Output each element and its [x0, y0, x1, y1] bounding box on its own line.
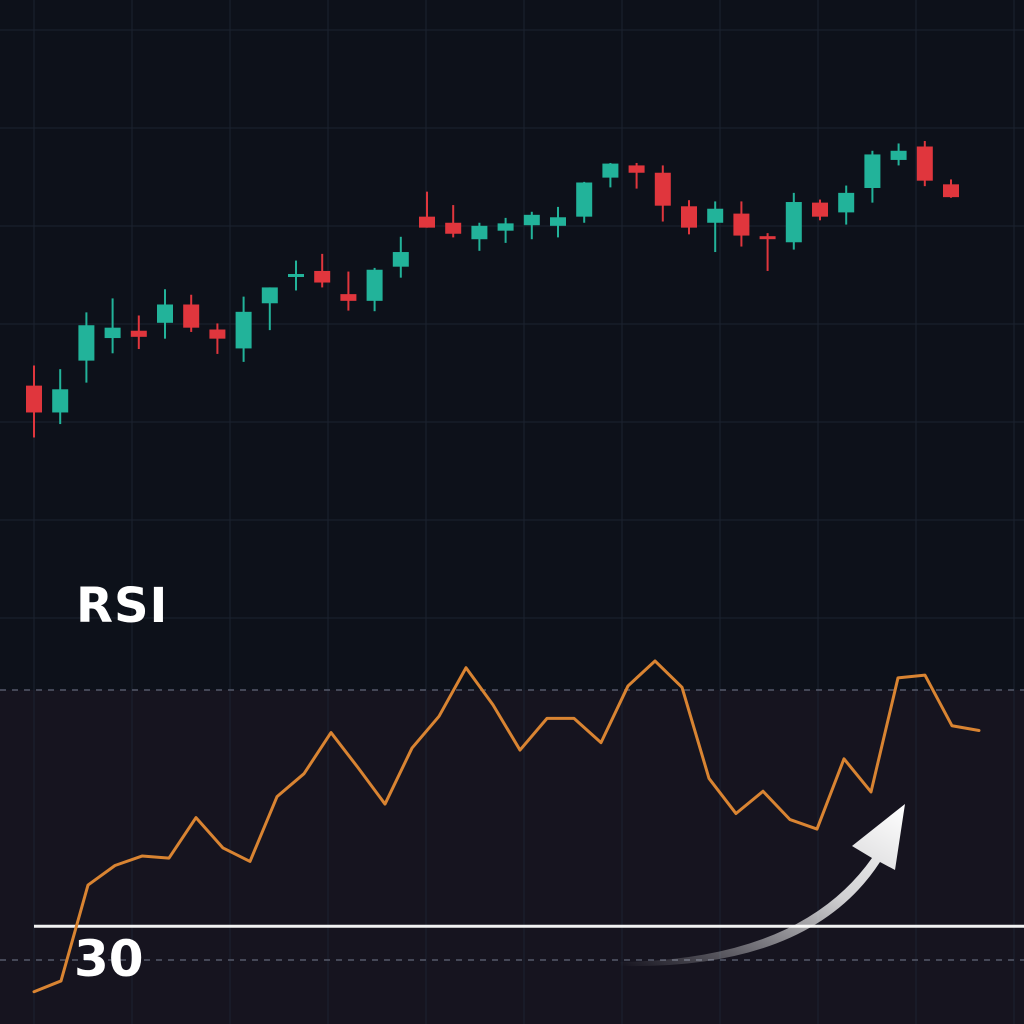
- candle-body: [602, 163, 619, 178]
- candle-body: [576, 182, 593, 217]
- candle-body: [340, 294, 357, 301]
- candle-body: [288, 274, 304, 277]
- candle-body: [52, 389, 69, 413]
- candle-body: [838, 192, 855, 213]
- candle-body: [497, 223, 514, 231]
- candle-body: [733, 213, 750, 236]
- candle-body: [130, 330, 147, 337]
- candle-body: [445, 222, 462, 234]
- candle-body: [864, 154, 881, 188]
- rsi-band-lines: [0, 689, 1024, 961]
- candle-body: [550, 217, 566, 226]
- candle-body: [26, 385, 42, 413]
- candle-body: [78, 325, 95, 361]
- candle-body: [235, 311, 252, 349]
- rsi-title: RSI: [76, 578, 169, 634]
- candle-body: [707, 208, 724, 223]
- price-candles: [26, 141, 959, 438]
- candle-body: [681, 206, 697, 228]
- candle-body: [314, 270, 331, 283]
- candle-body: [471, 225, 488, 240]
- rsi-series-line: [32, 659, 981, 994]
- candle-body: [628, 165, 645, 173]
- candle-body: [654, 172, 671, 206]
- candle-body: [157, 304, 173, 323]
- candle-body: [943, 184, 959, 198]
- candle-body: [890, 150, 907, 160]
- candle-body: [104, 327, 121, 339]
- candle-body: [209, 329, 226, 339]
- candle-body: [916, 146, 933, 181]
- candle-body: [812, 202, 828, 217]
- candle-body: [392, 252, 409, 267]
- candle-body: [785, 202, 802, 243]
- rsi-level-label: 30: [74, 930, 144, 988]
- candle-body: [366, 269, 383, 301]
- candle-body: [261, 287, 278, 304]
- candle-body: [419, 216, 435, 228]
- candle-body: [759, 236, 776, 240]
- candle-body: [523, 214, 540, 226]
- candle-body: [183, 304, 200, 328]
